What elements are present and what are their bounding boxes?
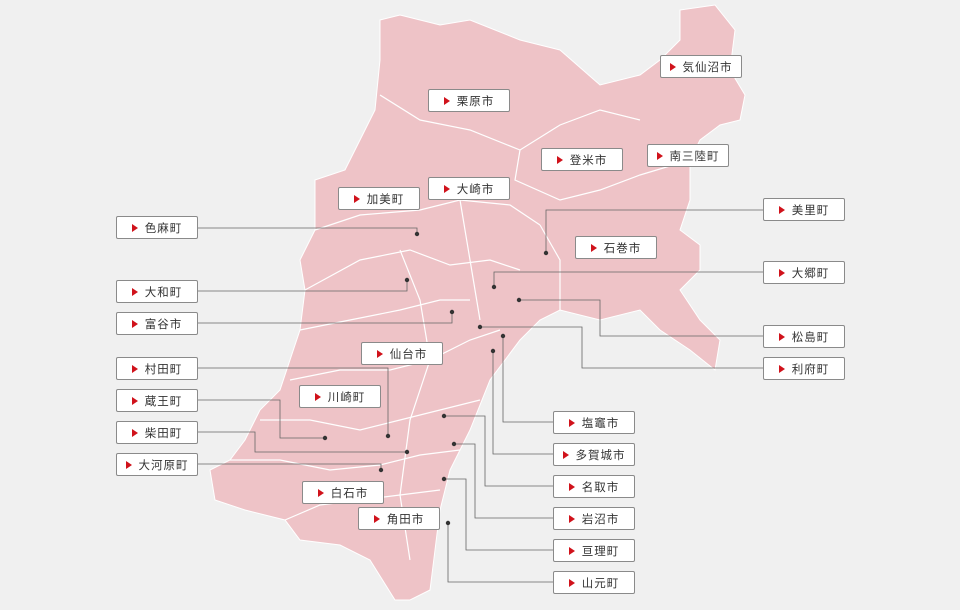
leader-line xyxy=(444,478,553,551)
leader-line xyxy=(492,351,553,455)
location-dot xyxy=(385,433,391,439)
municipality-link[interactable]: 栗原市 xyxy=(428,89,510,112)
location-dot xyxy=(322,435,328,441)
location-dot xyxy=(404,449,410,455)
location-dot xyxy=(449,309,455,315)
location-dot xyxy=(378,467,384,473)
municipality-link[interactable]: 山元町 xyxy=(553,571,635,594)
location-dot xyxy=(441,476,447,482)
municipality-link[interactable]: 多賀城市 xyxy=(553,443,635,466)
leader-line xyxy=(519,299,763,337)
municipality-link[interactable]: 名取市 xyxy=(553,475,635,498)
location-dot xyxy=(441,413,447,419)
municipality-link[interactable]: 富谷市 xyxy=(116,312,198,335)
municipality-link[interactable]: 加美町 xyxy=(338,187,420,210)
municipality-link[interactable]: 気仙沼市 xyxy=(660,55,742,78)
municipality-link[interactable]: 大和町 xyxy=(116,280,198,303)
municipality-link[interactable]: 色麻町 xyxy=(116,216,198,239)
municipality-link[interactable]: 村田町 xyxy=(116,357,198,380)
location-dot xyxy=(451,441,457,447)
municipality-link[interactable]: 登米市 xyxy=(541,148,623,171)
municipality-link[interactable]: 川崎町 xyxy=(299,385,381,408)
leader-line xyxy=(502,336,553,423)
location-dot xyxy=(404,277,410,283)
leader-line xyxy=(444,415,553,487)
municipality-link[interactable]: 岩沼市 xyxy=(553,507,635,530)
location-dot xyxy=(491,284,497,290)
leader-line xyxy=(454,443,553,519)
municipality-link[interactable]: 蔵王町 xyxy=(116,389,198,412)
municipality-link[interactable]: 仙台市 xyxy=(361,342,443,365)
leader-line xyxy=(545,209,763,253)
location-dot xyxy=(543,250,549,256)
location-dot xyxy=(490,348,496,354)
municipal-borders xyxy=(230,94,691,561)
municipality-link[interactable]: 大崎市 xyxy=(428,177,510,200)
municipality-link[interactable]: 利府町 xyxy=(763,357,845,380)
leader-line xyxy=(197,399,325,439)
leader-lines xyxy=(197,209,763,583)
leader-line xyxy=(197,280,408,292)
leader-line xyxy=(197,431,407,453)
leader-line xyxy=(480,326,763,369)
location-dot xyxy=(414,231,420,237)
municipality-link[interactable]: 塩竈市 xyxy=(553,411,635,434)
leader-dots xyxy=(322,231,549,526)
location-dot xyxy=(445,520,451,526)
municipality-link[interactable]: 松島町 xyxy=(763,325,845,348)
leader-line xyxy=(197,312,453,324)
municipality-link[interactable]: 石巻市 xyxy=(575,236,657,259)
municipality-link[interactable]: 柴田町 xyxy=(116,421,198,444)
municipality-link[interactable]: 美里町 xyxy=(763,198,845,221)
leader-line xyxy=(447,523,553,583)
municipality-link[interactable]: 亘理町 xyxy=(553,539,635,562)
municipality-link[interactable]: 角田市 xyxy=(358,507,440,530)
municipality-link[interactable]: 白石市 xyxy=(302,481,384,504)
location-dot xyxy=(477,324,483,330)
municipality-link[interactable]: 大河原町 xyxy=(116,453,198,476)
municipality-link[interactable]: 南三陸町 xyxy=(647,144,729,167)
location-dot xyxy=(516,297,522,303)
leader-line xyxy=(197,367,389,436)
leader-line xyxy=(493,271,763,287)
municipality-link[interactable]: 大郷町 xyxy=(763,261,845,284)
location-dot xyxy=(500,333,506,339)
